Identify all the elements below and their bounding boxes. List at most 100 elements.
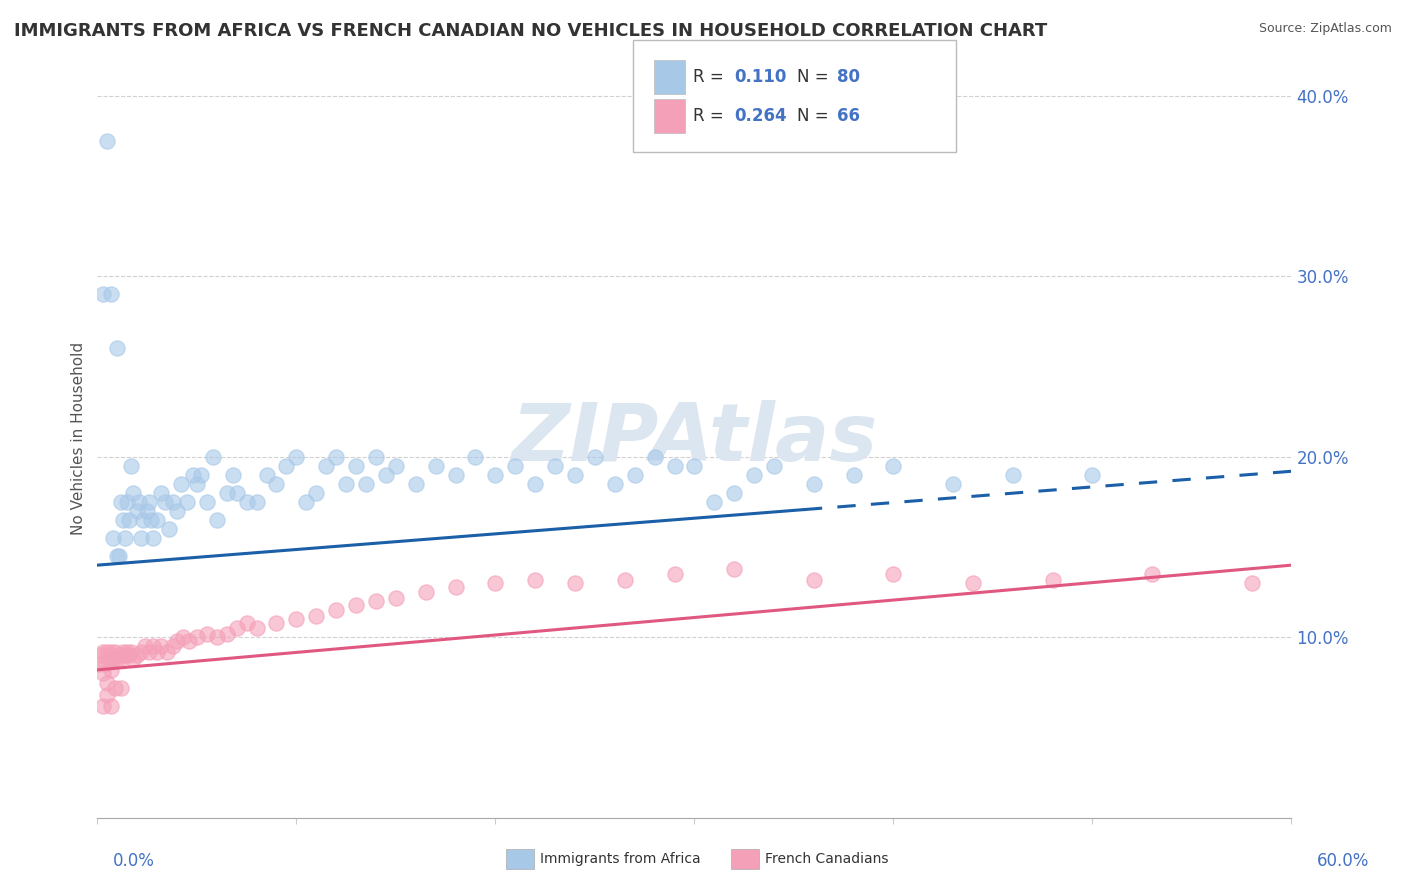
Point [723, 486, 745, 500]
Point [344, 458, 367, 473]
Point [138, 645, 160, 659]
Point [564, 467, 586, 482]
Text: R =: R = [693, 107, 730, 125]
Point [96, 134, 118, 148]
Point [195, 626, 218, 640]
Text: Immigrants from Africa: Immigrants from Africa [540, 852, 700, 866]
Point [305, 608, 328, 623]
Point [112, 513, 135, 527]
Point [110, 652, 132, 666]
Point [415, 585, 437, 599]
Text: 0.264: 0.264 [734, 107, 786, 125]
Point [245, 495, 267, 509]
Point [94, 657, 117, 672]
Point [335, 476, 357, 491]
Point [100, 287, 122, 301]
Point [305, 486, 328, 500]
Point [153, 495, 176, 509]
Text: 60.0%: 60.0% [1316, 852, 1369, 870]
Point [127, 504, 149, 518]
Point [723, 562, 745, 576]
Point [235, 495, 257, 509]
Point [150, 486, 173, 500]
Point [114, 531, 136, 545]
Point [683, 458, 706, 473]
Point [882, 458, 904, 473]
Point [181, 467, 204, 482]
Point [142, 531, 165, 545]
Point [91, 698, 114, 713]
Point [225, 621, 247, 635]
Point [166, 504, 188, 518]
Point [172, 631, 194, 645]
Point [96, 645, 118, 659]
Point [103, 531, 125, 545]
Point [1140, 567, 1163, 582]
Point [344, 598, 367, 612]
Point [100, 698, 122, 713]
Point [128, 495, 150, 509]
Point [603, 476, 626, 491]
Point [120, 645, 142, 659]
Point [564, 576, 586, 591]
Point [1001, 467, 1024, 482]
Text: N =: N = [797, 107, 834, 125]
Point [266, 476, 288, 491]
Point [644, 450, 666, 464]
Text: R =: R = [693, 68, 730, 86]
Point [425, 458, 447, 473]
Text: 0.110: 0.110 [734, 68, 786, 86]
Point [91, 666, 114, 681]
Point [170, 476, 193, 491]
Point [325, 603, 347, 617]
Point [186, 476, 208, 491]
Point [484, 576, 506, 591]
Point [374, 467, 396, 482]
Point [127, 648, 149, 663]
Point [962, 576, 984, 591]
Point [105, 652, 128, 666]
Point [613, 573, 636, 587]
Point [266, 615, 288, 630]
Point [315, 458, 337, 473]
Point [285, 612, 308, 626]
Point [105, 549, 128, 563]
Text: N =: N = [797, 68, 834, 86]
Point [115, 495, 138, 509]
Point [89, 657, 111, 672]
Point [882, 567, 904, 582]
Point [664, 458, 686, 473]
Point [104, 681, 127, 695]
Point [115, 645, 138, 659]
Point [215, 626, 238, 640]
Point [524, 573, 547, 587]
Point [221, 467, 243, 482]
Text: French Canadians: French Canadians [765, 852, 889, 866]
Point [942, 476, 965, 491]
Point [122, 652, 145, 666]
Point [225, 486, 247, 500]
Point [285, 450, 308, 464]
Point [105, 342, 128, 356]
Point [276, 458, 298, 473]
Point [842, 467, 865, 482]
Point [623, 467, 645, 482]
Text: 0.0%: 0.0% [112, 852, 155, 870]
Point [1042, 573, 1064, 587]
Point [110, 681, 132, 695]
Point [103, 652, 125, 666]
Point [235, 615, 257, 630]
Point [91, 287, 114, 301]
Point [122, 486, 145, 500]
Point [100, 663, 122, 677]
Point [190, 467, 212, 482]
Point [503, 458, 526, 473]
Point [186, 631, 208, 645]
Point [108, 648, 131, 663]
Point [166, 634, 188, 648]
Point [108, 549, 131, 563]
Point [524, 476, 547, 491]
Point [703, 495, 725, 509]
Point [104, 645, 127, 659]
Point [177, 634, 200, 648]
